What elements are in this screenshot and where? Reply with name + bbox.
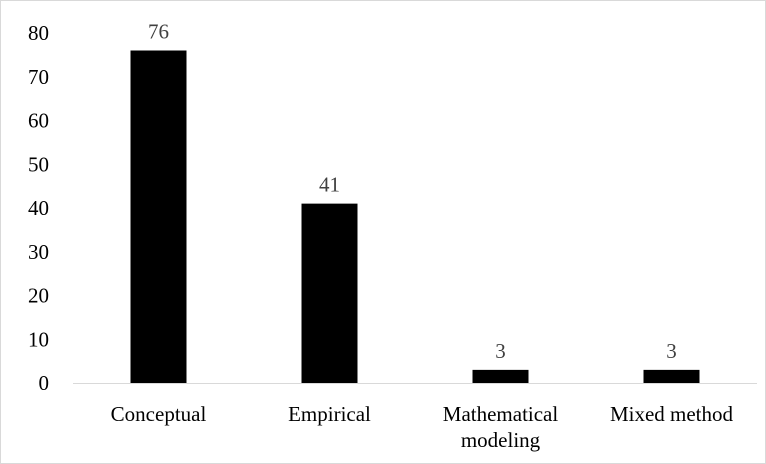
data-label: 3 (666, 339, 677, 363)
data-label: 41 (319, 173, 340, 197)
category-label: Conceptual (111, 402, 207, 426)
y-axis: 0 10 20 30 40 50 60 70 80 (28, 21, 49, 395)
category-label: Mathematical (443, 402, 559, 426)
bar (130, 50, 187, 383)
bar (301, 203, 358, 383)
data-label: 76 (148, 20, 169, 44)
bar (643, 369, 700, 383)
category-label: Empirical (288, 402, 371, 426)
bar (472, 369, 529, 383)
y-tick-label: 40 (28, 196, 49, 220)
y-tick-label: 80 (28, 21, 49, 45)
category-label: Mixed method (610, 402, 734, 426)
y-tick-label: 50 (28, 152, 49, 176)
y-tick-label: 70 (28, 65, 49, 89)
y-tick-label: 20 (28, 284, 49, 308)
y-tick-label: 30 (28, 240, 49, 264)
data-labels: 76 41 3 3 (148, 20, 677, 363)
y-tick-label: 10 (28, 327, 49, 351)
bars (130, 50, 700, 383)
category-label: modeling (461, 428, 541, 452)
y-tick-label: 60 (28, 109, 49, 133)
data-label: 3 (495, 339, 506, 363)
y-tick-label: 0 (39, 371, 50, 395)
